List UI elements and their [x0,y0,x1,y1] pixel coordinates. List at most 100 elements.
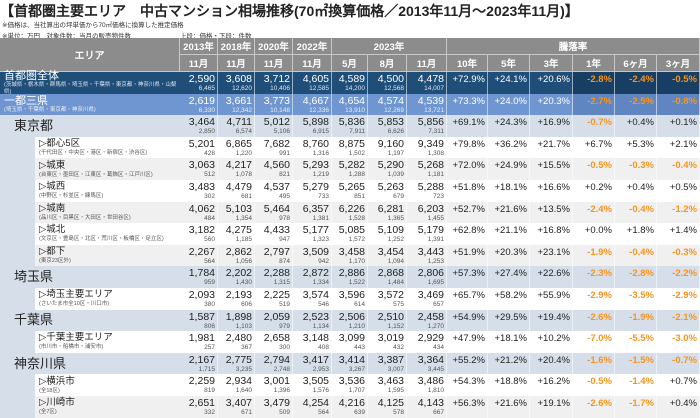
rate-value: +79.8% [452,138,486,150]
rate-value: +23.1% [537,246,571,258]
price-value: 4,589 [338,73,365,85]
listing-count: 12,336 [309,106,329,114]
rate-cell: +79.8% [447,136,488,159]
listing-count: 434 [433,344,444,352]
price-cell: 5,109 1,252 [368,223,407,245]
price-cell: 4,589 14,200 [332,72,368,94]
header-area: エリア [0,38,180,72]
listing-count: 432 [393,344,404,352]
price-value: 2,167 [188,353,215,366]
price-cell: 3,483 302 [180,179,218,202]
price-cell: 1,981 257 [180,331,218,353]
rate-value: -2.9% [587,289,612,301]
rate-cell: +58.2% [488,287,530,310]
rate-cell: +0.0% [573,223,615,245]
area-name-cell: ▷都下 (東京23区外) [35,244,180,267]
listing-count: 991 [279,149,290,157]
rate-cell: -2.6% [573,395,615,418]
price-cell: 5,268 1,181 [407,158,447,180]
listing-count: 1,810 [427,387,444,395]
price-cell: 2,806 1,695 [407,266,447,288]
price-value: 2,658 [263,332,290,345]
rate-cell: -2.2% [657,266,700,288]
area-name-cell: ▷千葉主要エリア (市川市・船橋市・浦安市) [35,331,180,353]
area-name: ▷都心5区 [39,138,81,150]
price-cell: 3,608 12,620 [218,72,255,94]
rate-cell: +54.3% [447,374,488,396]
area-cell: ▷城東 (台東区・墨田区・江東区・葛飾区・江戸川区) [0,158,180,180]
price-cell: 5,282 1,288 [332,158,368,180]
price-value: 2,651 [188,396,215,409]
price-value: 1,981 [188,332,215,345]
price-cell: 3,001 1,396 [255,374,293,396]
rate-cell: +16.8% [530,223,573,245]
rate-cell: -1.7% [615,395,657,418]
rate-cell: -2.9% [657,287,700,310]
rate-value: +36.2% [494,138,528,150]
area-cell: 首都圏全体 (茨城県・栃木県・群馬県・埼玉県・千葉県・東京都・神奈川県・山梨県) [0,70,180,95]
rate-value: +16.9% [537,117,571,129]
area-subtitle: (茨城県・栃木県・群馬県・埼玉県・千葉県・東京都・神奈川県・山梨県) [4,81,177,95]
indent-gutter [0,244,35,267]
price-value: 9,160 [377,137,404,150]
price-cell: 3,099 443 [332,331,368,353]
price-value: 2,797 [263,245,290,258]
listing-count: 5,106 [273,128,290,136]
listing-count: 1,640 [235,387,252,395]
rate-value: -1.9% [629,311,654,323]
listing-count: 1,695 [427,279,444,287]
listing-count: 1,219 [312,171,329,179]
listing-count: 302 [204,192,215,200]
price-value: 2,929 [417,332,444,345]
area-cell: ▷横浜市 (全18区) [0,374,180,396]
price-value: 5,177 [302,224,329,237]
rate-cell: +21.1% [488,223,530,245]
price-value: 4,275 [225,224,252,237]
listing-count: 332 [204,408,215,416]
rate-cell: -1.5% [615,352,657,375]
price-value: 2,775 [225,353,252,366]
listing-count: 575 [393,300,404,308]
rate-cell: -3.0% [657,331,700,353]
rate-value: +2.1% [669,138,697,150]
rate-value: +57.3% [452,268,486,280]
listing-count: 1,308 [427,149,444,157]
price-cell: 2,797 874 [255,244,293,267]
price-value: 3,483 [188,180,215,193]
price-value: 4,143 [417,396,444,409]
price-value: 4,605 [302,73,329,85]
price-value: 2,794 [263,353,290,366]
listing-count: 519 [279,300,290,308]
rate-cell: +18.8% [488,374,530,396]
listing-count: 546 [318,300,329,308]
rate-value: +20.4% [537,354,571,366]
listing-count: 1,522 [348,279,365,287]
price-cell: 2,093 380 [180,287,218,310]
rate-cell: -0.3% [657,244,700,267]
rate-value: -7.0% [587,333,612,345]
listing-count: 1,181 [427,171,444,179]
price-value: 3,063 [188,159,215,172]
area-cell: ▷城西 (中野区・杉並区・練馬区) [0,179,180,202]
indent-gutter [0,395,35,418]
price-cell: 4,479 681 [218,179,255,202]
rate-value: +56.3% [452,397,486,409]
area-name-cell: 東京都 [0,115,53,137]
listing-count: 443 [354,344,365,352]
rate-cell: +21.7% [530,136,573,159]
rate-cell: +5.3% [615,136,657,159]
rate-cell: -0.4% [615,201,657,224]
price-value: 2,059 [263,310,290,323]
price-value: 3,019 [377,332,404,345]
header-year: 2018年 [218,38,255,55]
listing-count: 6,330 [198,106,215,114]
area-name-cell: 千葉県 [0,310,53,332]
rate-value: +13.5% [537,203,571,215]
price-value: 5,836 [338,116,365,129]
listing-count: 408 [318,344,329,352]
listing-count: 1,220 [235,149,252,157]
price-value: 2,868 [377,267,404,280]
area-name-cell: 首都圏全体 (茨城県・栃木県・群馬県・埼玉県・千葉県・東京都・神奈川県・山梨県) [0,70,180,95]
listing-count: 578 [393,408,404,416]
price-value: 2,506 [338,310,365,323]
